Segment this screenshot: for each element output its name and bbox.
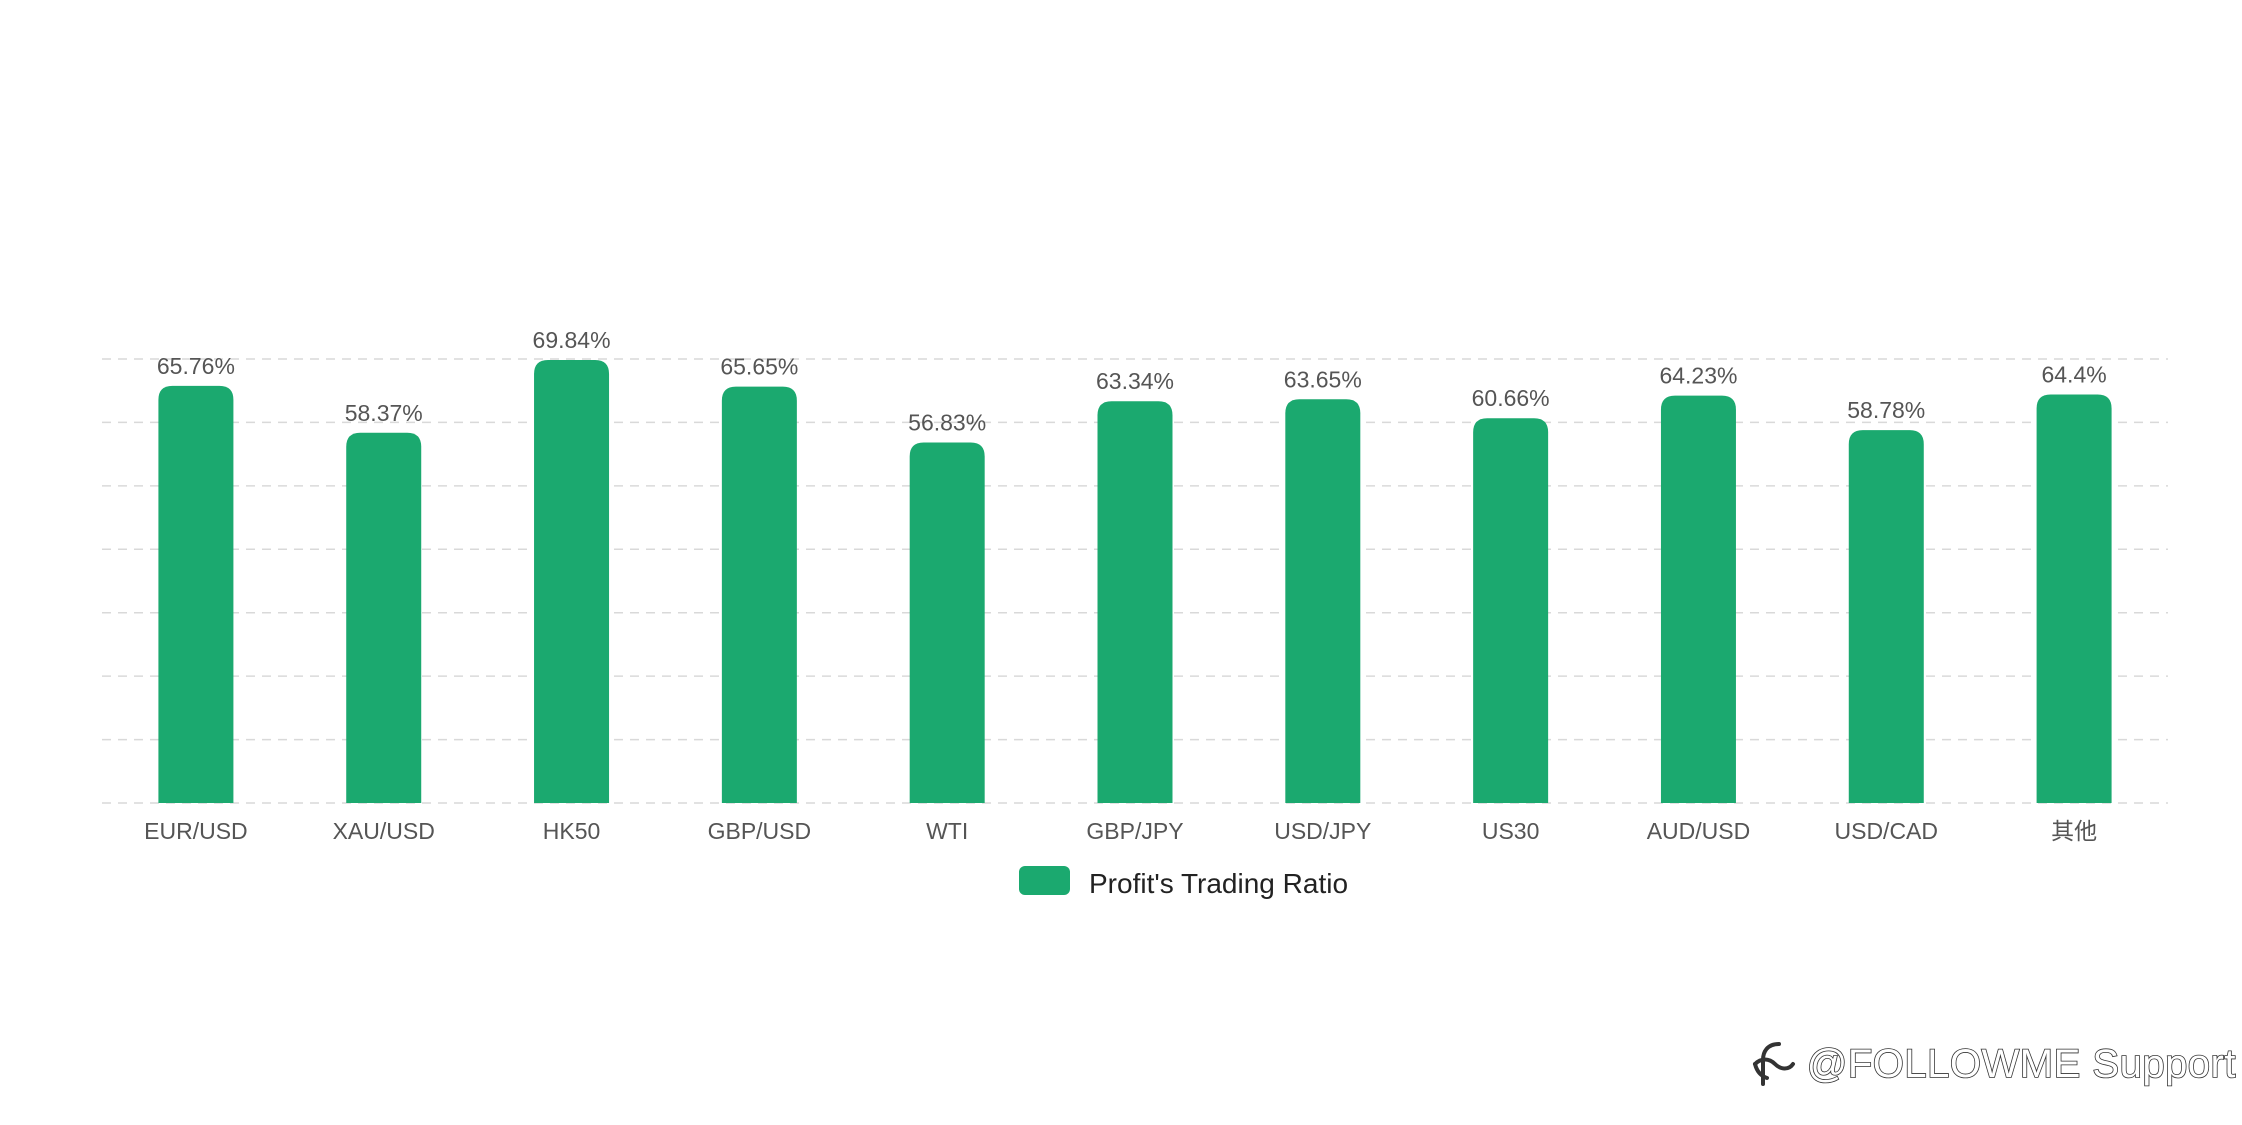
bar	[1097, 401, 1173, 803]
x-tick-label: AUD/USD	[1647, 818, 1751, 844]
watermark: @FOLLOWME Support	[1749, 1038, 2236, 1090]
bar-value-label: 63.34%	[1096, 368, 1174, 394]
bar-value-label: 64.23%	[1659, 363, 1737, 389]
x-tick-label: 其他	[2051, 818, 2097, 844]
bar-value-label: 64.4%	[2041, 362, 2106, 388]
bar-value-label: 65.76%	[157, 353, 235, 379]
bar-value-label: 69.84%	[533, 327, 611, 353]
followme-logo-icon	[1749, 1038, 1797, 1090]
bars	[158, 360, 2112, 803]
bar	[346, 432, 422, 803]
x-tick-label: USD/CAD	[1835, 818, 1939, 844]
bar-value-label: 65.65%	[720, 354, 798, 380]
bar-value-label: 58.78%	[1847, 397, 1925, 423]
bar-value-labels: 65.76% 58.37% 69.84% 65.65% 56.83% 63.34% 63.6…	[157, 327, 2107, 436]
x-tick-label: WTI	[926, 818, 968, 844]
x-tick-label: HK50	[543, 818, 601, 844]
bar	[1848, 430, 1924, 803]
bar	[534, 360, 610, 803]
bar	[158, 385, 234, 803]
bar	[721, 386, 797, 803]
bar-value-label: 63.65%	[1284, 366, 1362, 392]
x-tick-label: USD/JPY	[1274, 818, 1371, 844]
bar-value-label: 56.83%	[908, 410, 986, 436]
legend-swatch	[1019, 866, 1070, 895]
category-labels: EUR/USD XAU/USD HK50 GBP/USD WTI GBP/JPY USD/J…	[144, 818, 2097, 844]
bar	[909, 442, 985, 803]
x-tick-label: GBP/JPY	[1086, 818, 1183, 844]
watermark-text: @FOLLOWME Support	[1806, 1041, 2236, 1087]
bar	[1285, 399, 1361, 803]
legend: Profit's Trading Ratio	[1019, 866, 1348, 899]
bar	[2036, 394, 2112, 803]
x-tick-label: US30	[1482, 818, 1540, 844]
bar	[1660, 395, 1736, 803]
bar	[1473, 418, 1549, 803]
bar-value-label: 58.37%	[345, 400, 423, 426]
x-tick-label: EUR/USD	[144, 818, 248, 844]
x-tick-label: GBP/USD	[708, 818, 812, 844]
bar-value-label: 60.66%	[1472, 385, 1550, 411]
x-tick-label: XAU/USD	[333, 818, 435, 844]
legend-label: Profit's Trading Ratio	[1089, 868, 1348, 899]
